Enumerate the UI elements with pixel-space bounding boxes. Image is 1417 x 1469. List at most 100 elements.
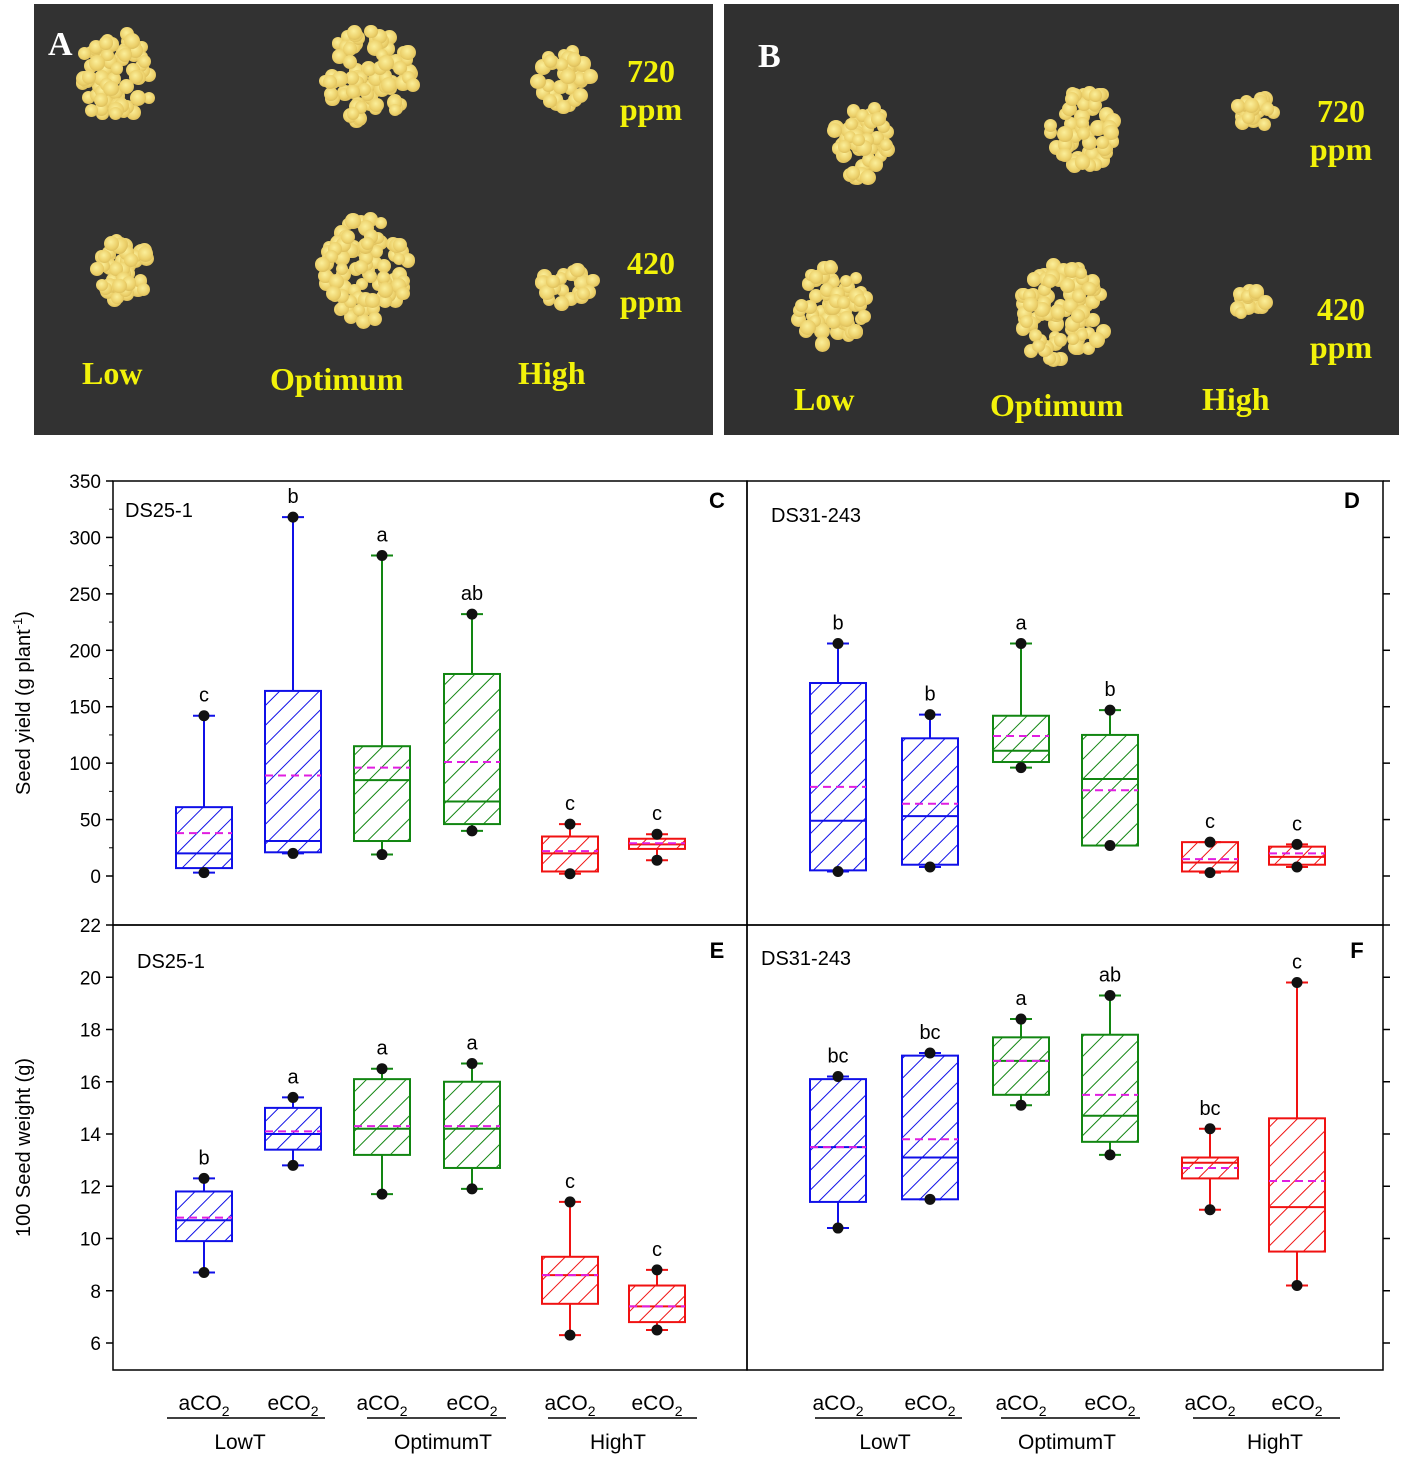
max-point <box>1204 1123 1216 1135</box>
seed <box>137 54 152 69</box>
box-eco2-lowt: bc <box>901 1022 959 1205</box>
seed <box>836 296 850 310</box>
panel-label-a: A <box>48 26 73 63</box>
seed <box>1231 99 1245 113</box>
box-aco2-optimumt: a <box>353 1038 411 1200</box>
seed <box>1019 314 1034 329</box>
seed <box>570 262 585 277</box>
max-point <box>924 1047 936 1059</box>
seed <box>347 24 363 40</box>
y-tick-label: 250 <box>69 585 101 606</box>
seed <box>808 288 824 303</box>
min-point <box>376 849 388 861</box>
seed <box>356 314 372 330</box>
significance-letter: b <box>924 684 935 706</box>
significance-letter: c <box>199 685 209 707</box>
max-point <box>1015 1013 1027 1025</box>
min-point <box>466 1183 478 1195</box>
seed <box>315 257 330 272</box>
seed <box>857 309 871 324</box>
seed <box>1241 110 1255 124</box>
seed <box>1026 272 1042 287</box>
box-iqr <box>443 672 501 826</box>
seed <box>336 262 349 275</box>
seed <box>853 294 867 307</box>
y-tick-label: 18 <box>80 1021 101 1042</box>
box-aco2-hight: c <box>1181 811 1239 879</box>
significance-letter: b <box>198 1147 209 1169</box>
max-point <box>924 709 936 721</box>
seed <box>566 51 582 67</box>
seed <box>800 319 816 336</box>
max-point <box>1291 838 1303 850</box>
seed <box>393 238 408 253</box>
seed <box>103 235 120 252</box>
group-label-optimumt: OptimumT <box>394 1431 492 1454</box>
min-point <box>1015 1099 1027 1111</box>
boxplot-panel-d: D DS31-243 b b a b c c <box>746 480 1390 926</box>
seed <box>1243 97 1259 114</box>
max-point <box>832 638 844 650</box>
seed <box>129 90 146 106</box>
seed <box>378 54 394 71</box>
seed <box>110 62 124 75</box>
seed <box>368 311 383 327</box>
seed <box>1088 332 1105 349</box>
min-point <box>1291 861 1303 873</box>
box-iqr <box>809 682 867 872</box>
y-tick-label: 150 <box>69 698 101 719</box>
significance-letter: b <box>832 613 843 635</box>
seed <box>328 273 345 290</box>
group-label-optimumt: OptimumT <box>1018 1431 1116 1454</box>
seed <box>112 279 127 294</box>
seed <box>340 229 355 244</box>
genotype-label: DS31-243 <box>771 505 861 527</box>
y-tick-label: 50 <box>80 811 101 832</box>
min-point <box>832 1222 844 1234</box>
seed <box>868 102 881 115</box>
box-iqr <box>809 1078 867 1203</box>
max-point <box>1104 990 1116 1002</box>
seed <box>1103 125 1119 141</box>
min-point <box>651 1324 663 1336</box>
min-point <box>564 1329 576 1341</box>
box-iqr <box>992 714 1050 764</box>
max-point <box>466 608 478 620</box>
panel-label: F <box>1350 938 1363 963</box>
y-tick-label: 200 <box>69 641 101 662</box>
seed <box>808 269 823 284</box>
box-aco2-optimumt: a <box>353 524 411 861</box>
seed <box>346 84 361 99</box>
max-point <box>287 1091 299 1103</box>
y-tick-label: 16 <box>80 1073 101 1094</box>
significance-letter: c <box>1292 813 1302 835</box>
seed <box>377 293 393 309</box>
seed <box>1077 126 1091 140</box>
co2-label-720: 720 ppm <box>1296 92 1386 169</box>
seed <box>1075 328 1089 342</box>
seed <box>82 70 96 84</box>
seed <box>814 323 830 339</box>
boxplot-panel-c: C DS25-1 0 50 100 150 200 250 300 350 Seed yield (… <box>10 472 748 926</box>
min-point <box>1015 762 1027 774</box>
seed <box>538 284 555 301</box>
seed <box>98 35 114 51</box>
box-aco2-lowt: bc <box>809 1046 867 1234</box>
seed <box>825 313 841 329</box>
boxplot-panel-f: F DS31-243 bc bc a ab bc c <box>746 924 1390 1371</box>
co2-value: 720 <box>1317 93 1365 129</box>
seed <box>370 245 384 258</box>
significance-letter: c <box>1292 951 1302 973</box>
box-iqr <box>901 1054 959 1201</box>
box-iqr <box>992 1036 1050 1096</box>
min-point <box>466 825 478 837</box>
genotype-label: DS25-1 <box>137 951 205 973</box>
co2-label-420: 420 ppm <box>1296 290 1386 367</box>
significance-letter: bc <box>1199 1098 1220 1120</box>
seed <box>376 258 392 274</box>
seed <box>369 97 385 113</box>
seed <box>1071 309 1085 324</box>
y-tick-label: 6 <box>90 1334 101 1355</box>
box-iqr <box>264 689 322 854</box>
box-iqr <box>1268 1117 1326 1253</box>
